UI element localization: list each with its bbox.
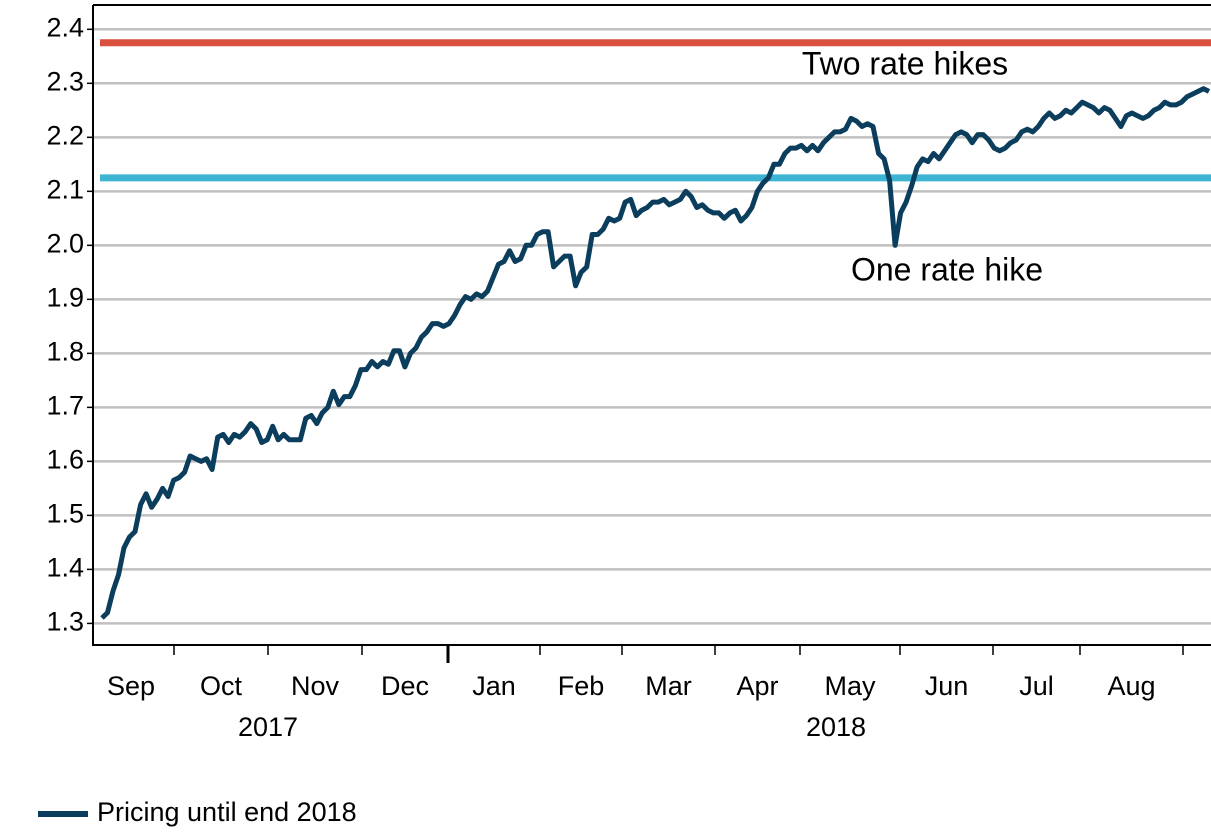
x-tick-label: Jan — [472, 671, 516, 701]
x-tick-label: Jun — [925, 671, 969, 701]
plot-frame — [92, 4, 1211, 646]
x-tick-label: Aug — [1107, 671, 1155, 701]
y-tick-label: 2.3 — [46, 66, 84, 96]
y-tick-label: 1.4 — [46, 553, 84, 583]
y-tick-label: 1.9 — [46, 282, 84, 312]
x-tick-label: Feb — [558, 671, 605, 701]
y-tick-label: 2.4 — [46, 12, 84, 42]
y-tick-label: 2.0 — [46, 228, 84, 258]
x-tick-label: May — [824, 671, 876, 701]
legend-label: Pricing until end 2018 — [97, 797, 357, 827]
x-tick-label: Sep — [107, 671, 155, 701]
annotation: One rate hike — [851, 251, 1043, 287]
x-tick-label: Nov — [291, 671, 340, 701]
x-tick-label: Apr — [736, 671, 778, 701]
y-tick-label: 2.1 — [46, 174, 84, 204]
year-label: 2018 — [806, 712, 866, 742]
x-tick-label: Dec — [381, 671, 429, 701]
y-tick-label: 1.7 — [46, 390, 84, 420]
annotation: Two rate hikes — [802, 45, 1008, 81]
y-tick-label: 1.8 — [46, 336, 84, 366]
y-tick-label: 1.5 — [46, 499, 84, 529]
y-tick-label: 1.6 — [46, 444, 84, 474]
y-tick-label: 1.3 — [46, 607, 84, 637]
x-tick-label: Jul — [1019, 671, 1054, 701]
series-line — [100, 86, 1211, 620]
x-tick-label: Oct — [200, 671, 243, 701]
year-label: 2017 — [238, 712, 298, 742]
y-tick-label: 2.2 — [46, 120, 84, 150]
x-tick-label: Mar — [645, 671, 692, 701]
